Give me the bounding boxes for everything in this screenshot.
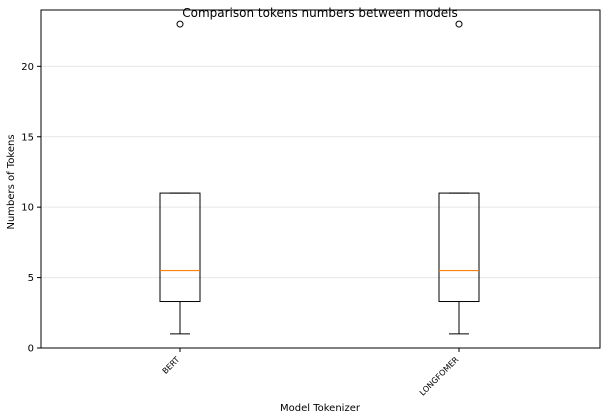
y-tick-label-10: 10: [21, 203, 34, 214]
x-tick-label-bert: BERT: [161, 355, 182, 376]
boxes-layer: [159, 20, 480, 335]
y-tick-label-5: 5: [28, 273, 34, 284]
outlier-point: [176, 20, 184, 28]
outlier-point: [455, 20, 463, 28]
y-tick-label-0: 0: [28, 344, 34, 355]
y-tick-label-20: 20: [21, 62, 34, 73]
y-axis-label: Numbers of Tokens: [6, 134, 17, 229]
box-bert: [159, 20, 201, 335]
box-longfomer: [438, 20, 480, 335]
iqr-box: [438, 192, 480, 303]
iqr-box: [159, 192, 201, 303]
x-axis-label: Model Tokenizer: [280, 403, 361, 414]
y-axis: 0 5 10 15 20: [21, 62, 41, 355]
x-axis: BERT LONGFOMER: [161, 348, 461, 398]
chart-title: Comparison tokens numbers between models: [182, 6, 458, 20]
x-tick-label-longfomer: LONGFOMER: [418, 355, 461, 398]
y-tick-label-15: 15: [21, 132, 34, 143]
grid-lines: [41, 65, 600, 349]
plot-frame: [40, 9, 601, 349]
